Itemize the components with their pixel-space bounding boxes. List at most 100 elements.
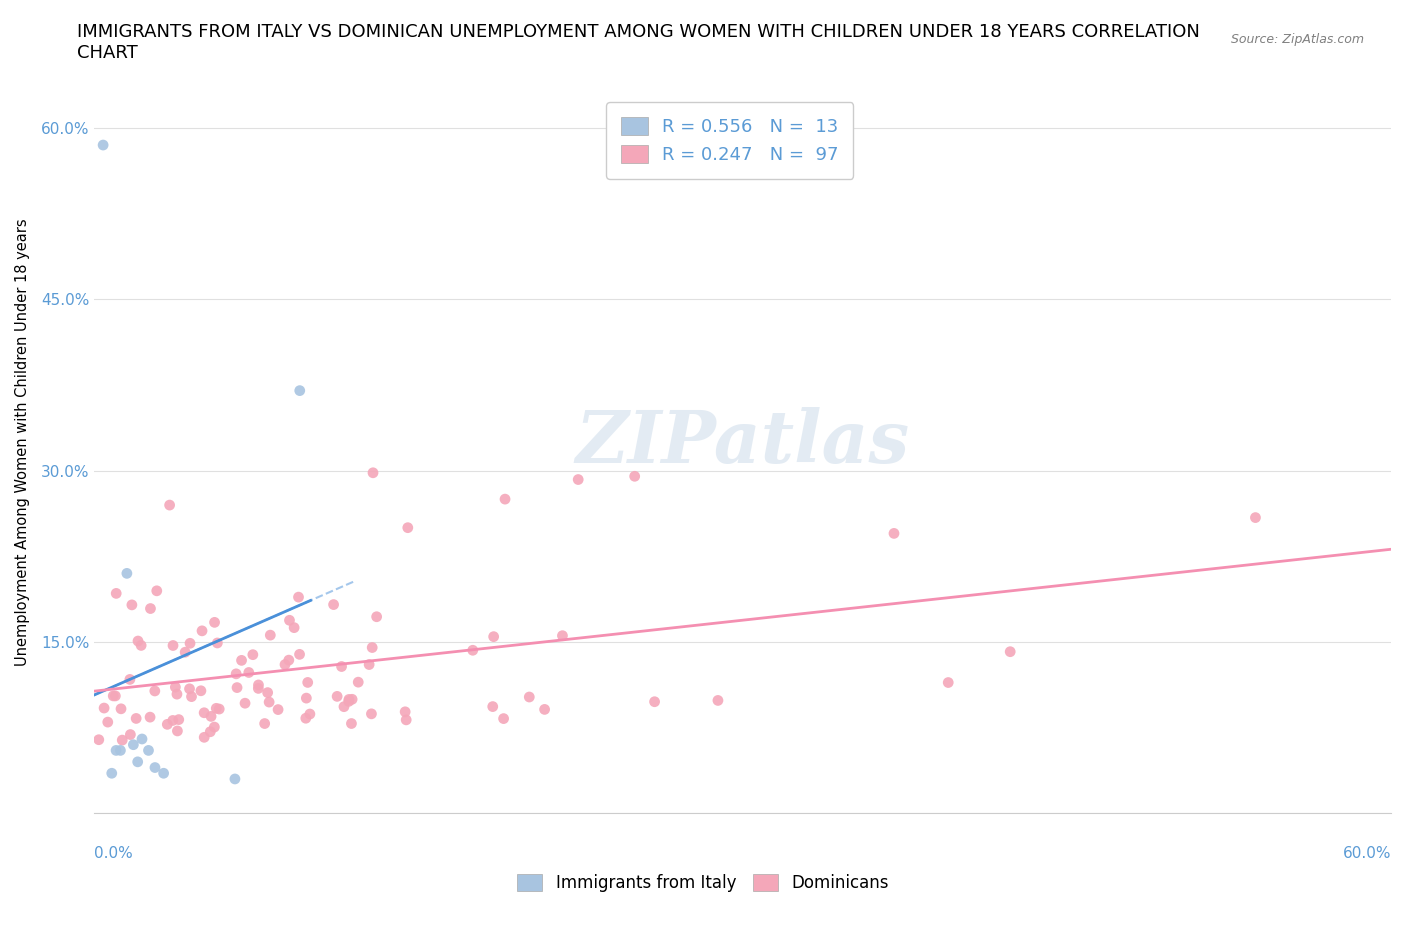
Point bbox=[97, 714, 120, 729]
Point bbox=[93, 700, 115, 715]
Point bbox=[129, 638, 152, 653]
Point bbox=[125, 711, 148, 726]
Point bbox=[193, 705, 215, 720]
Point bbox=[481, 699, 503, 714]
Point bbox=[110, 743, 132, 758]
Point bbox=[340, 692, 363, 707]
Point bbox=[259, 628, 281, 643]
Point bbox=[233, 696, 256, 711]
Point bbox=[257, 695, 280, 710]
Point bbox=[567, 472, 589, 487]
Point bbox=[139, 710, 162, 724]
Point bbox=[1244, 511, 1267, 525]
Point bbox=[127, 754, 149, 769]
Point bbox=[396, 520, 419, 535]
Point bbox=[333, 699, 356, 714]
Point bbox=[179, 636, 201, 651]
Point bbox=[208, 701, 231, 716]
Point bbox=[256, 685, 278, 700]
Point bbox=[110, 701, 132, 716]
Point bbox=[274, 658, 297, 672]
Point bbox=[295, 711, 318, 725]
Point bbox=[494, 492, 516, 507]
Point bbox=[180, 689, 202, 704]
Point bbox=[337, 694, 360, 709]
Point bbox=[122, 737, 145, 752]
Point bbox=[145, 583, 167, 598]
Point bbox=[205, 701, 228, 716]
Point bbox=[105, 743, 128, 758]
Point bbox=[247, 681, 270, 696]
Point bbox=[193, 730, 215, 745]
Point bbox=[174, 644, 197, 659]
Point bbox=[278, 613, 301, 628]
Point bbox=[104, 688, 127, 703]
Point bbox=[936, 675, 959, 690]
Point bbox=[152, 765, 174, 780]
Point bbox=[190, 684, 212, 698]
Point bbox=[707, 693, 730, 708]
Point bbox=[87, 732, 110, 747]
Point bbox=[231, 653, 253, 668]
Point bbox=[297, 675, 319, 690]
Point bbox=[283, 620, 305, 635]
Point bbox=[202, 720, 225, 735]
Point bbox=[166, 724, 188, 738]
Point bbox=[395, 712, 418, 727]
Point bbox=[295, 691, 318, 706]
Legend: R = 0.556   N =  13, R = 0.247   N =  97: R = 0.556 N = 13, R = 0.247 N = 97 bbox=[606, 102, 853, 179]
Point bbox=[91, 138, 114, 153]
Point bbox=[298, 707, 321, 722]
Point bbox=[105, 586, 128, 601]
Point bbox=[143, 760, 166, 775]
Point bbox=[644, 695, 666, 710]
Point bbox=[247, 678, 270, 693]
Point bbox=[167, 712, 190, 727]
Point bbox=[288, 383, 311, 398]
Point bbox=[165, 680, 187, 695]
Text: Source: ZipAtlas.com: Source: ZipAtlas.com bbox=[1230, 33, 1364, 46]
Point bbox=[103, 688, 125, 703]
Point bbox=[131, 732, 153, 747]
Point bbox=[224, 772, 246, 787]
Point bbox=[166, 686, 188, 701]
Point bbox=[883, 526, 905, 541]
Point bbox=[238, 665, 260, 680]
Point bbox=[143, 684, 166, 698]
Point bbox=[200, 724, 222, 739]
Point bbox=[322, 597, 344, 612]
Text: 0.0%: 0.0% bbox=[94, 845, 134, 861]
Point bbox=[179, 682, 201, 697]
Point bbox=[394, 704, 416, 719]
Point bbox=[242, 647, 264, 662]
Point bbox=[360, 707, 382, 722]
Point bbox=[120, 727, 142, 742]
Point bbox=[225, 667, 247, 682]
Point bbox=[111, 733, 134, 748]
Point bbox=[207, 635, 229, 650]
Point bbox=[162, 638, 184, 653]
Point bbox=[118, 672, 141, 687]
Point bbox=[159, 498, 181, 512]
Point bbox=[482, 630, 505, 644]
Point bbox=[162, 713, 184, 728]
Point bbox=[288, 647, 311, 662]
Point bbox=[330, 659, 353, 674]
Point bbox=[267, 702, 290, 717]
Point bbox=[287, 590, 309, 604]
Y-axis label: Unemployment Among Women with Children Under 18 years: Unemployment Among Women with Children U… bbox=[15, 219, 30, 666]
Point bbox=[623, 469, 645, 484]
Point bbox=[517, 689, 540, 704]
Point bbox=[204, 615, 226, 630]
Point bbox=[156, 717, 179, 732]
Text: 60.0%: 60.0% bbox=[1343, 845, 1391, 861]
Point bbox=[551, 629, 574, 644]
Text: IMMIGRANTS FROM ITALY VS DOMINICAN UNEMPLOYMENT AMONG WOMEN WITH CHILDREN UNDER : IMMIGRANTS FROM ITALY VS DOMINICAN UNEMP… bbox=[77, 23, 1201, 41]
Point bbox=[326, 689, 349, 704]
Legend: Immigrants from Italy, Dominicans: Immigrants from Italy, Dominicans bbox=[510, 867, 896, 898]
Point bbox=[138, 743, 160, 758]
Point bbox=[359, 658, 381, 672]
Point bbox=[100, 765, 122, 780]
Point bbox=[461, 643, 484, 658]
Point bbox=[361, 640, 384, 655]
